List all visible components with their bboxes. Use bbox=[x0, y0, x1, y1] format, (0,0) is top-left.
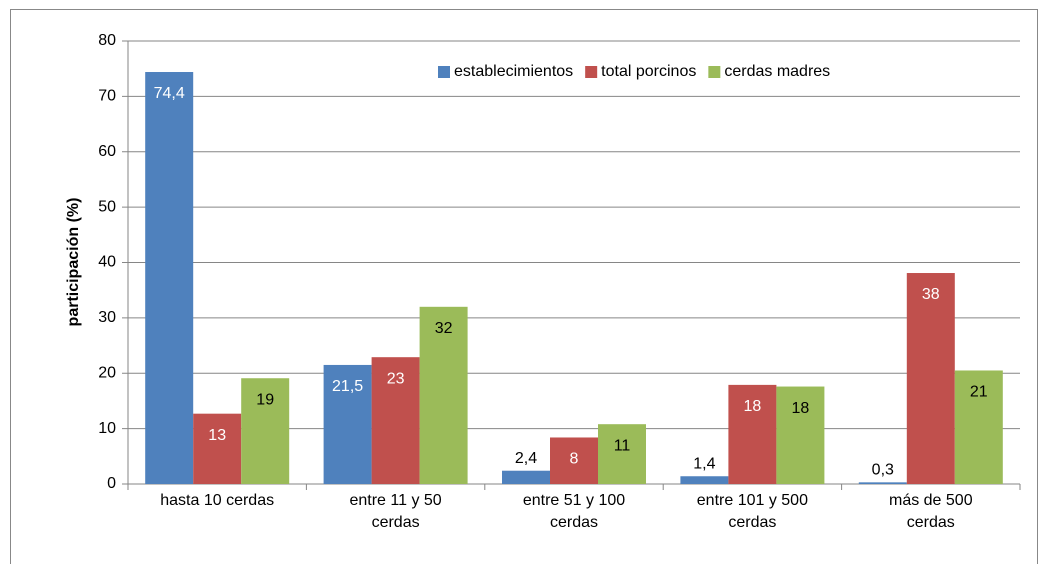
bar bbox=[502, 470, 550, 484]
legend-label: establecimientos bbox=[454, 63, 573, 80]
bar bbox=[598, 424, 646, 484]
bar bbox=[323, 364, 372, 484]
data-label: 0,3 bbox=[872, 462, 894, 479]
y-tick-label: 30 bbox=[98, 309, 116, 326]
data-label: 18 bbox=[792, 400, 810, 417]
data-label: 74,4 bbox=[154, 85, 185, 102]
bar bbox=[858, 482, 907, 484]
bar bbox=[550, 437, 598, 484]
data-label: 8 bbox=[570, 451, 579, 468]
data-label: 18 bbox=[744, 398, 762, 415]
data-label: 19 bbox=[256, 391, 274, 408]
x-tick-label: entre 51 y 100 cerdas bbox=[522, 492, 626, 531]
y-axis-label: participación (%) bbox=[65, 198, 82, 327]
y-tick-label: 80 bbox=[98, 32, 116, 49]
bar bbox=[371, 357, 420, 484]
bar bbox=[906, 273, 955, 484]
bar bbox=[241, 378, 290, 484]
y-tick-label: 70 bbox=[98, 88, 116, 105]
x-tick-label: entre 101 y 500 cerdas bbox=[696, 492, 808, 531]
data-label: 13 bbox=[208, 427, 226, 444]
legend-label: total porcinos bbox=[601, 63, 696, 80]
data-label: 1,4 bbox=[693, 455, 715, 472]
x-tick-label: hasta 10 cerdas bbox=[160, 492, 275, 509]
y-tick-label: 20 bbox=[98, 364, 116, 381]
data-label: 2,4 bbox=[515, 450, 537, 467]
data-label: 32 bbox=[435, 320, 453, 337]
y-tick-label: 0 bbox=[107, 475, 116, 492]
data-label: 21 bbox=[970, 384, 988, 401]
legend-swatch bbox=[585, 66, 598, 78]
data-label: 23 bbox=[387, 370, 405, 387]
y-tick-label: 60 bbox=[98, 143, 116, 160]
y-tick-label: 10 bbox=[98, 420, 116, 437]
bar bbox=[680, 476, 729, 484]
data-label: 38 bbox=[922, 286, 940, 303]
bar bbox=[954, 370, 1003, 484]
bar bbox=[193, 413, 242, 484]
y-tick-label: 40 bbox=[98, 254, 116, 271]
x-tick-label: más de 500 cerdas bbox=[888, 492, 973, 531]
legend-label: cerdas madres bbox=[724, 63, 830, 80]
x-tick-label: entre 11 y 50 cerdas bbox=[349, 492, 442, 531]
bar bbox=[419, 306, 468, 484]
data-label: 21,5 bbox=[332, 378, 363, 395]
legend-swatch bbox=[438, 66, 450, 78]
bar bbox=[728, 384, 777, 484]
y-tick-label: 50 bbox=[98, 198, 116, 215]
data-label: 11 bbox=[614, 437, 631, 454]
bar bbox=[776, 386, 825, 484]
bar bbox=[145, 72, 194, 484]
legend-swatch bbox=[708, 66, 721, 78]
